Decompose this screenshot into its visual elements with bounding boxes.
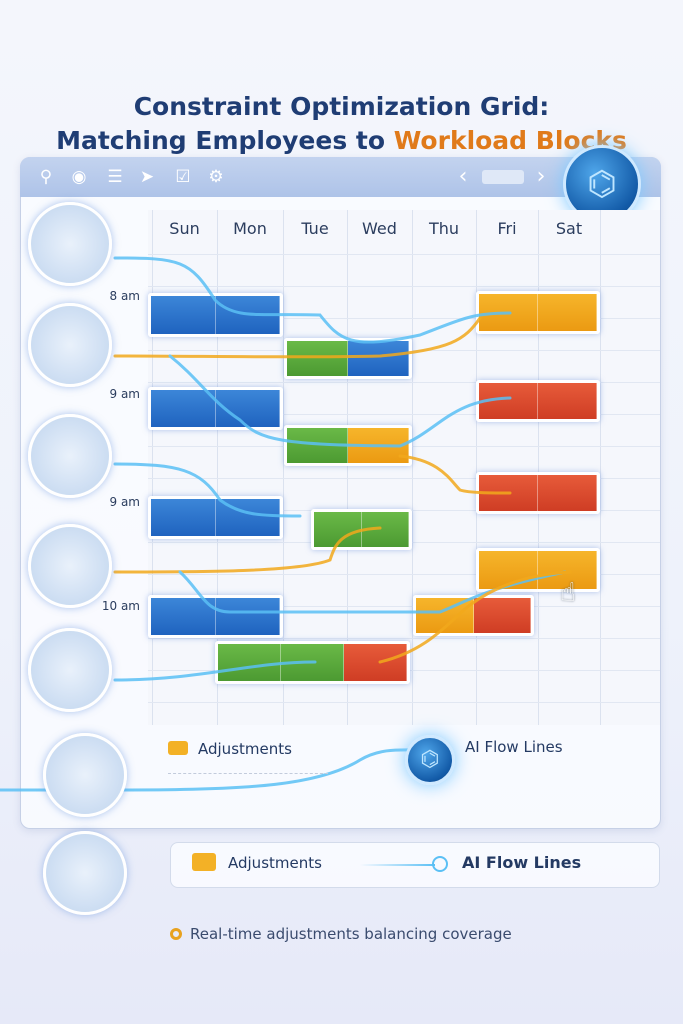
grid-line bbox=[476, 210, 477, 725]
day-header-sat: Sat bbox=[555, 219, 583, 238]
grid-line bbox=[412, 210, 413, 725]
day-header-wed: Wed bbox=[362, 219, 397, 238]
time-label: 10 am bbox=[101, 599, 140, 613]
prev-button[interactable]: ‹ bbox=[458, 164, 468, 189]
search-icon[interactable]: ⚲ bbox=[39, 167, 53, 187]
day-header-tue: Tue bbox=[301, 219, 329, 238]
adjustments-icon bbox=[168, 741, 188, 755]
checkbox-icon[interactable]: ☑ bbox=[175, 167, 191, 187]
grid-line bbox=[217, 210, 218, 725]
workload-block[interactable] bbox=[284, 338, 412, 379]
workload-block[interactable] bbox=[215, 641, 410, 684]
bullet-icon bbox=[170, 928, 182, 940]
menu-icon[interactable]: ☰ bbox=[107, 167, 123, 187]
adjustments-icon bbox=[192, 853, 216, 871]
grid-line bbox=[148, 638, 660, 639]
grid-line bbox=[152, 210, 153, 725]
workload-block[interactable] bbox=[476, 380, 600, 422]
grid-line bbox=[148, 478, 660, 479]
grid-line bbox=[148, 574, 660, 575]
employee-avatar[interactable] bbox=[43, 831, 127, 915]
employee-avatar[interactable] bbox=[28, 202, 112, 286]
gear-icon[interactable]: ⚙ bbox=[208, 167, 224, 187]
send-icon[interactable]: ➤ bbox=[139, 167, 155, 187]
day-header-fri: Fri bbox=[497, 219, 517, 238]
legend-ai-flow-lines: AI Flow Lines bbox=[465, 738, 563, 756]
next-button[interactable]: › bbox=[536, 164, 546, 189]
grid-line bbox=[347, 210, 348, 725]
grid-line bbox=[148, 286, 660, 287]
grid-line bbox=[148, 702, 660, 703]
time-label: 9 am bbox=[109, 495, 141, 509]
page-title: Constraint Optimization Grid: Matching E… bbox=[0, 90, 683, 158]
target-icon[interactable]: ◉ bbox=[71, 167, 87, 187]
employee-avatar[interactable] bbox=[28, 524, 112, 608]
legend-ai-flow-lines: AI Flow Lines bbox=[462, 853, 582, 872]
title-prefix: Matching Employees to bbox=[56, 126, 394, 155]
toolbar bbox=[20, 157, 661, 197]
employee-avatar[interactable] bbox=[28, 628, 112, 712]
date-range-field[interactable] bbox=[482, 170, 524, 184]
workload-block[interactable] bbox=[148, 387, 283, 430]
employee-avatar[interactable] bbox=[28, 414, 112, 498]
grid-line bbox=[538, 210, 539, 725]
time-label: 9 am bbox=[109, 387, 141, 401]
grid-line bbox=[148, 318, 660, 319]
workload-block[interactable] bbox=[148, 595, 283, 638]
day-header-mon: Mon bbox=[233, 219, 267, 238]
flow-node-icon bbox=[432, 856, 448, 872]
flow-line-sample bbox=[360, 864, 435, 866]
employee-avatar[interactable] bbox=[43, 733, 127, 817]
grid-line bbox=[148, 414, 660, 415]
legend-adjustments: Adjustments bbox=[198, 740, 292, 758]
grid-line bbox=[148, 382, 660, 383]
grid-line bbox=[148, 254, 660, 255]
time-label: 8 am bbox=[109, 289, 141, 303]
grid-line bbox=[148, 606, 660, 607]
day-header-sun: Sun bbox=[169, 219, 200, 238]
day-header-thu: Thu bbox=[428, 219, 460, 238]
workload-block[interactable] bbox=[476, 291, 600, 334]
workload-block[interactable] bbox=[148, 496, 283, 539]
ai-brain-icon: ⌬ bbox=[405, 735, 455, 785]
grid-line bbox=[283, 210, 284, 725]
legend-adjustments: Adjustments bbox=[228, 854, 322, 872]
employee-avatar[interactable] bbox=[28, 303, 112, 387]
grid-line bbox=[600, 210, 601, 725]
title-line-1: Constraint Optimization Grid: bbox=[133, 92, 550, 121]
divider bbox=[168, 773, 328, 774]
footnote: Real-time adjustments balancing coverage bbox=[190, 925, 512, 943]
cursor-hand-icon: ☝ bbox=[560, 578, 576, 608]
